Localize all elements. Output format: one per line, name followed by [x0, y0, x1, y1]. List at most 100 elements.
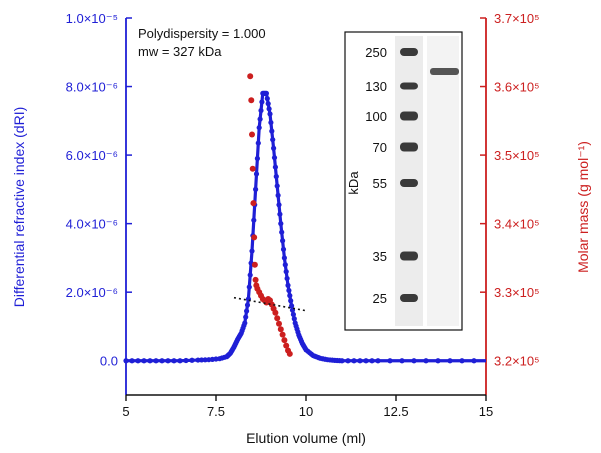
dri-point — [255, 140, 261, 146]
dri-point — [277, 211, 283, 217]
x-tick-label: 10 — [299, 404, 313, 419]
right-tick-label: 3.5×10⁵ — [494, 148, 540, 163]
dri-point — [265, 101, 271, 107]
gel-ladder-bands — [400, 48, 418, 302]
right-tick-label: 3.6×10⁵ — [494, 80, 540, 95]
gel-ladder-band — [400, 142, 418, 152]
molar-mass-point — [281, 337, 288, 344]
dri-point — [363, 358, 369, 364]
dri-point — [129, 358, 135, 364]
dri-point — [264, 95, 270, 102]
dri-point — [123, 358, 129, 364]
gel-ladder-band — [400, 251, 418, 261]
gel-sample-lane — [427, 36, 459, 326]
molar-mass-point — [249, 131, 255, 138]
dri-point — [339, 358, 345, 364]
dri-point — [283, 269, 289, 275]
x-axis-title: Elution volume (ml) — [246, 430, 366, 446]
molar-mass-series — [247, 73, 293, 357]
dri-point — [141, 358, 147, 364]
dri-point — [290, 311, 296, 318]
molar-mass-point — [279, 331, 286, 338]
gel-ladder-band — [400, 179, 418, 187]
dri-point — [435, 358, 441, 364]
dri-point — [135, 358, 141, 364]
molar-mass-point — [274, 315, 281, 322]
left-tick-label: 2.0×10⁻⁶ — [66, 285, 118, 300]
right-ticks: 3.2×10⁵ 3.3×10⁵ 3.4×10⁵ 3.5×10⁵ 3.6×10⁵ 3.7×1… — [480, 11, 540, 369]
dri-point — [281, 255, 287, 261]
dri-point — [153, 358, 159, 364]
dri-point — [471, 358, 477, 364]
dri-point — [273, 173, 279, 180]
dri-point — [257, 116, 263, 122]
dri-point — [345, 358, 351, 364]
right-tick-label: 3.2×10⁵ — [494, 354, 540, 369]
left-tick-label: 6.0×10⁻⁶ — [66, 148, 118, 163]
molar-mass-point — [249, 165, 256, 172]
dri-point — [249, 248, 255, 254]
dri-point — [165, 358, 171, 364]
dri-point — [282, 262, 288, 268]
dri-point — [459, 358, 465, 364]
molar-mass-point — [276, 320, 282, 327]
dri-point — [280, 238, 286, 244]
dri-point — [289, 303, 295, 309]
left-ticks: 0.0 2.0×10⁻⁶ 4.0×10⁻⁶ 6.0×10⁻⁶ 8.0×10⁻⁶ 1.0×1… — [66, 11, 132, 369]
dri-point — [411, 358, 417, 364]
gel-ladder-band — [400, 48, 418, 56]
dri-point — [274, 183, 280, 189]
dri-point — [357, 358, 363, 364]
right-axis-title: Molar mass (g mol⁻¹) — [575, 141, 591, 273]
gel-ladder-band — [400, 294, 418, 302]
gel-kda-label: kDa — [346, 171, 361, 195]
x-ticks: 5 7.5 10 12.5 15 — [122, 395, 493, 419]
dri-point — [287, 293, 293, 299]
dri-point — [268, 119, 274, 126]
left-tick-label: 8.0×10⁻⁶ — [66, 80, 118, 95]
dri-point — [243, 314, 249, 320]
dri-series — [123, 90, 486, 364]
molar-mass-point — [252, 276, 259, 283]
fit-line — [233, 296, 307, 312]
gel-ladder-label: 25 — [373, 291, 387, 306]
polydispersity-annotation: Polydispersity = 1.000 — [138, 26, 266, 41]
gel-ladder-labels: 250 130 100 70 55 35 25 — [365, 45, 387, 306]
dri-point — [286, 287, 292, 294]
dri-point — [251, 217, 257, 223]
left-tick-label: 0.0 — [100, 354, 118, 369]
molar-mass-point — [247, 73, 254, 80]
molar-mass-point — [251, 261, 258, 268]
dri-point — [423, 358, 429, 364]
dri-point — [253, 171, 260, 177]
dri-point — [269, 128, 275, 134]
gel-ladder-label: 70 — [373, 140, 387, 155]
dri-point — [279, 229, 285, 235]
dri-point — [369, 358, 375, 364]
dri-point — [263, 90, 269, 96]
dri-point — [387, 358, 393, 364]
molar-mass-point — [272, 309, 279, 316]
dri-point — [272, 164, 278, 170]
left-tick-label: 1.0×10⁻⁵ — [66, 11, 118, 26]
dri-point — [271, 145, 277, 151]
gel-ladder-label: 35 — [373, 249, 387, 264]
dri-point — [375, 358, 381, 364]
gel-ladder-label: 100 — [365, 109, 387, 124]
right-tick-label: 3.7×10⁵ — [494, 11, 540, 26]
dri-point — [351, 358, 357, 364]
dri-point — [285, 282, 291, 288]
left-axis-title: Differential refractive index (dRI) — [11, 107, 27, 307]
dri-point — [254, 155, 260, 162]
molar-mass-point — [277, 326, 284, 333]
x-tick-label: 7.5 — [207, 404, 225, 419]
mw-annotation: mw = 327 kDa — [138, 44, 222, 59]
dri-point — [271, 155, 278, 161]
dri-point — [267, 111, 273, 117]
dri-point — [246, 284, 252, 290]
dri-point — [247, 272, 253, 278]
dri-point — [147, 358, 153, 364]
dri-point — [288, 298, 294, 304]
x-tick-label: 5 — [122, 404, 129, 419]
